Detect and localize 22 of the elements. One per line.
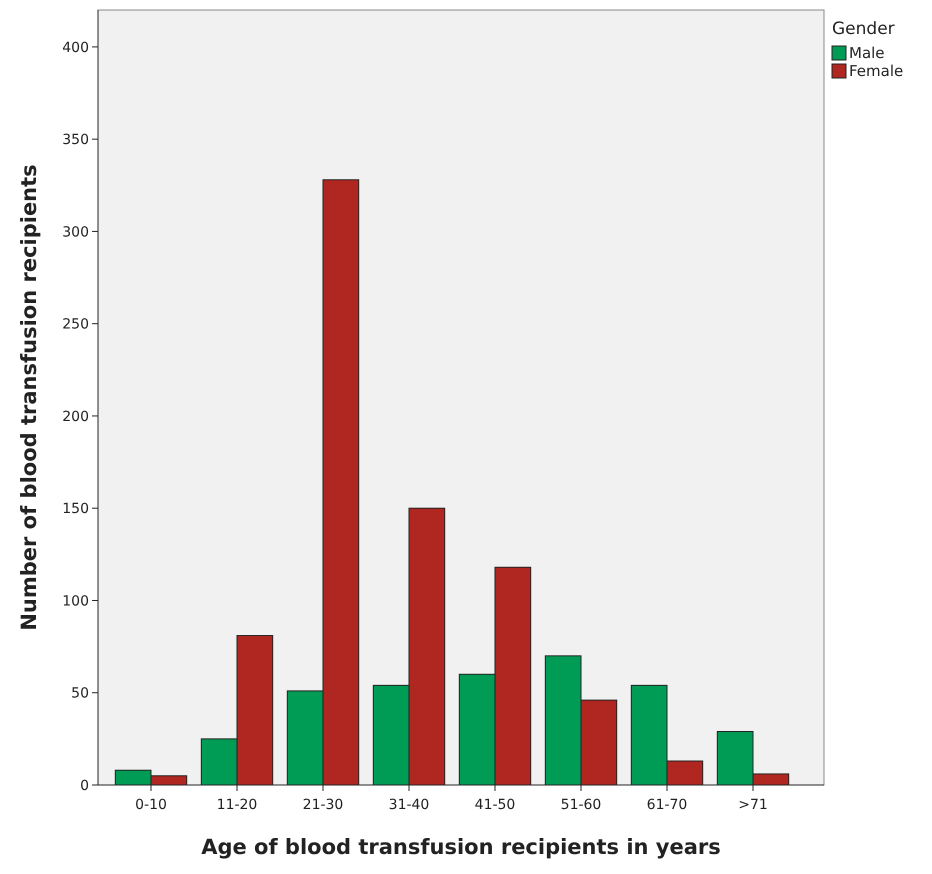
x-tick-label: >71 [738, 797, 768, 813]
legend-title: Gender [832, 19, 895, 39]
x-tick-label: 11-20 [216, 797, 258, 813]
y-tick-label: 300 [62, 224, 89, 240]
y-tick-label: 350 [62, 132, 89, 148]
x-tick-label: 21-30 [302, 797, 344, 813]
y-tick-label: 100 [62, 593, 89, 610]
y-tick-label: 200 [62, 408, 89, 425]
legend-label: Female [849, 62, 904, 80]
y-tick-label: 0 [80, 778, 89, 794]
y-tick-label: 50 [71, 686, 89, 702]
x-tick-label: 51-60 [560, 797, 602, 813]
y-axis-title: Number of blood transfusion recipients [17, 164, 41, 631]
x-tick-label: 31-40 [388, 797, 430, 813]
x-axis-title: Age of blood transfusion recipients in years [201, 835, 721, 859]
x-tick-label: 61-70 [646, 797, 688, 813]
y-tick-label: 400 [62, 40, 89, 56]
x-tick-label: 41-50 [474, 797, 516, 813]
y-tick-label: 150 [62, 501, 89, 518]
x-tick-label: 0-10 [135, 797, 167, 813]
legend-label: Male [849, 44, 885, 62]
y-tick-label: 250 [62, 316, 89, 333]
